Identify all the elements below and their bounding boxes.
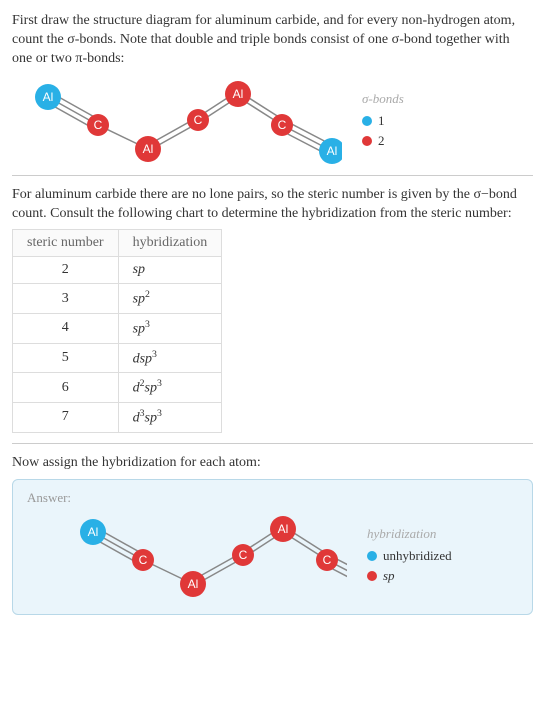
- cell-steric: 3: [13, 284, 119, 314]
- sigma-legend-title: σ-bonds: [362, 91, 404, 107]
- legend-item: sp: [367, 568, 452, 584]
- cell-hybrid: sp: [118, 257, 222, 284]
- intro-paragraph: First draw the structure diagram for alu…: [12, 12, 533, 69]
- table-row: 7 d3sp3: [13, 403, 222, 433]
- divider: [12, 443, 533, 444]
- legend-label: 2: [378, 133, 385, 149]
- assign-paragraph: Now assign the hybridization for each at…: [12, 454, 533, 473]
- legend-dot-icon: [362, 116, 372, 126]
- legend-dot-icon: [362, 136, 372, 146]
- hybridization-legend: hybridization unhybridized sp: [367, 526, 452, 584]
- cell-steric: 7: [13, 403, 119, 433]
- svg-text:Al: Al: [188, 577, 199, 591]
- svg-text:C: C: [278, 118, 287, 132]
- cell-hybrid: d2sp3: [118, 373, 222, 403]
- divider: [12, 175, 533, 176]
- cell-steric: 2: [13, 257, 119, 284]
- svg-text:Al: Al: [327, 144, 338, 158]
- hybridization-table: steric number hybridization 2 sp 3 sp2 4…: [12, 229, 222, 432]
- svg-text:Al: Al: [43, 90, 54, 104]
- legend-label: 1: [378, 113, 385, 129]
- svg-text:Al: Al: [233, 87, 244, 101]
- legend-label: sp: [383, 568, 395, 584]
- mid-paragraph: For aluminum carbide there are no lone p…: [12, 186, 533, 224]
- legend-dot-icon: [367, 571, 377, 581]
- legend-label: unhybridized: [383, 548, 452, 564]
- table-row: 4 sp3: [13, 314, 222, 344]
- table-header-hybrid: hybridization: [118, 230, 222, 257]
- cell-steric: 5: [13, 343, 119, 373]
- cell-hybrid: sp2: [118, 284, 222, 314]
- answer-label: Answer:: [27, 490, 518, 506]
- svg-text:C: C: [323, 553, 332, 567]
- sigma-legend: σ-bonds 1 2: [362, 91, 404, 149]
- svg-text:Al: Al: [278, 522, 289, 536]
- legend-item: 1: [362, 113, 404, 129]
- hybrid-legend-title: hybridization: [367, 526, 452, 542]
- table-header-steric: steric number: [13, 230, 119, 257]
- table-row: 3 sp2: [13, 284, 222, 314]
- cell-steric: 4: [13, 314, 119, 344]
- cell-hybrid: dsp3: [118, 343, 222, 373]
- cell-hybrid: sp3: [118, 314, 222, 344]
- legend-dot-icon: [367, 551, 377, 561]
- cell-hybrid: d3sp3: [118, 403, 222, 433]
- table-row: 6 d2sp3: [13, 373, 222, 403]
- cell-steric: 6: [13, 373, 119, 403]
- sigma-bond-diagram-row: Al C Al C Al C Al σ-bonds 1 2: [22, 75, 533, 165]
- table-row: 5 dsp3: [13, 343, 222, 373]
- svg-text:Al: Al: [88, 525, 99, 539]
- table-row: 2 sp: [13, 257, 222, 284]
- svg-text:C: C: [194, 113, 203, 127]
- molecule-hybridization-diagram: Al C Al C Al C Al: [27, 510, 347, 600]
- answer-box: Answer: Al C Al C Al C Al hybridizatio: [12, 479, 533, 615]
- svg-text:Al: Al: [143, 142, 154, 156]
- molecule-sigma-diagram: Al C Al C Al C Al: [22, 75, 342, 165]
- svg-text:C: C: [239, 548, 248, 562]
- legend-item: 2: [362, 133, 404, 149]
- legend-item: unhybridized: [367, 548, 452, 564]
- svg-text:C: C: [139, 553, 148, 567]
- svg-text:C: C: [94, 118, 103, 132]
